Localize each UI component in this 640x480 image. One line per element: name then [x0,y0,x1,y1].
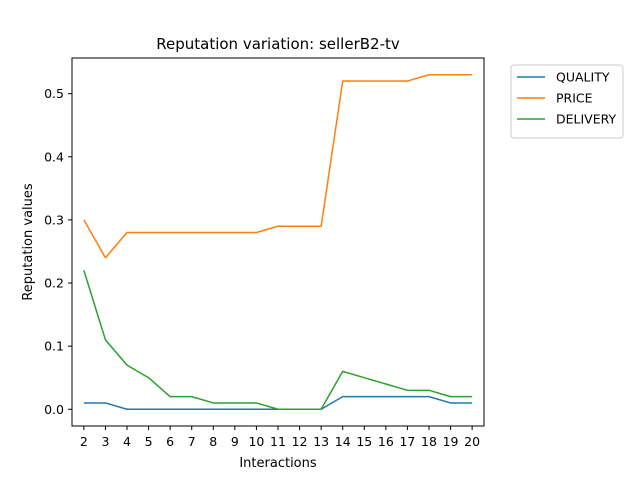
x-tick-label: 12 [292,434,308,449]
x-tick-label: 5 [145,434,153,449]
y-axis: 0.0 0.1 0.2 0.3 0.4 0.5 [44,86,72,417]
legend-label-quality: QUALITY [556,70,610,85]
y-tick-label: 0.3 [44,212,64,227]
x-axis-title: Interactions [239,456,317,471]
x-tick-label: 14 [335,434,351,449]
x-tick-label: 8 [209,434,217,449]
x-tick-label: 3 [101,434,109,449]
plot-background [72,58,484,426]
x-tick-label: 11 [270,434,286,449]
x-tick-label: 18 [421,434,437,449]
x-tick-label: 2 [80,434,88,449]
y-axis-title: Reputation values [21,183,36,301]
x-tick-label: 9 [231,434,239,449]
y-tick-label: 0.1 [44,339,64,354]
series-line-delivery [83,270,473,411]
y-tick-label: 0.2 [44,276,64,291]
x-tick-label: 4 [123,434,131,449]
legend-label-price: PRICE [556,91,593,106]
legend-label-delivery: DELIVERY [556,112,617,127]
x-tick-label: 6 [166,434,174,449]
x-tick-label: 20 [464,434,480,449]
y-tick-label: 0.5 [44,86,64,101]
chart-title: Reputation variation: sellerB2-tv [156,35,400,53]
x-tick-label: 7 [188,434,196,449]
x-tick-label: 17 [399,434,415,449]
y-tick-label: 0.4 [44,149,64,164]
series-line-price [83,73,473,259]
legend: QUALITY PRICE DELIVERY [510,64,624,139]
x-tick-label: 10 [248,434,264,449]
x-tick-label: 13 [313,434,329,449]
x-tick-label: 16 [378,434,394,449]
x-axis: 2 3 4 5 6 7 8 9 10 11 12 13 14 15 16 17 18 19 20 [80,426,480,449]
plot-area [71,57,485,427]
y-tick-label: 0.0 [44,402,64,417]
x-tick-label: 15 [356,434,372,449]
series-layer [83,73,473,411]
x-tick-label: 19 [443,434,459,449]
